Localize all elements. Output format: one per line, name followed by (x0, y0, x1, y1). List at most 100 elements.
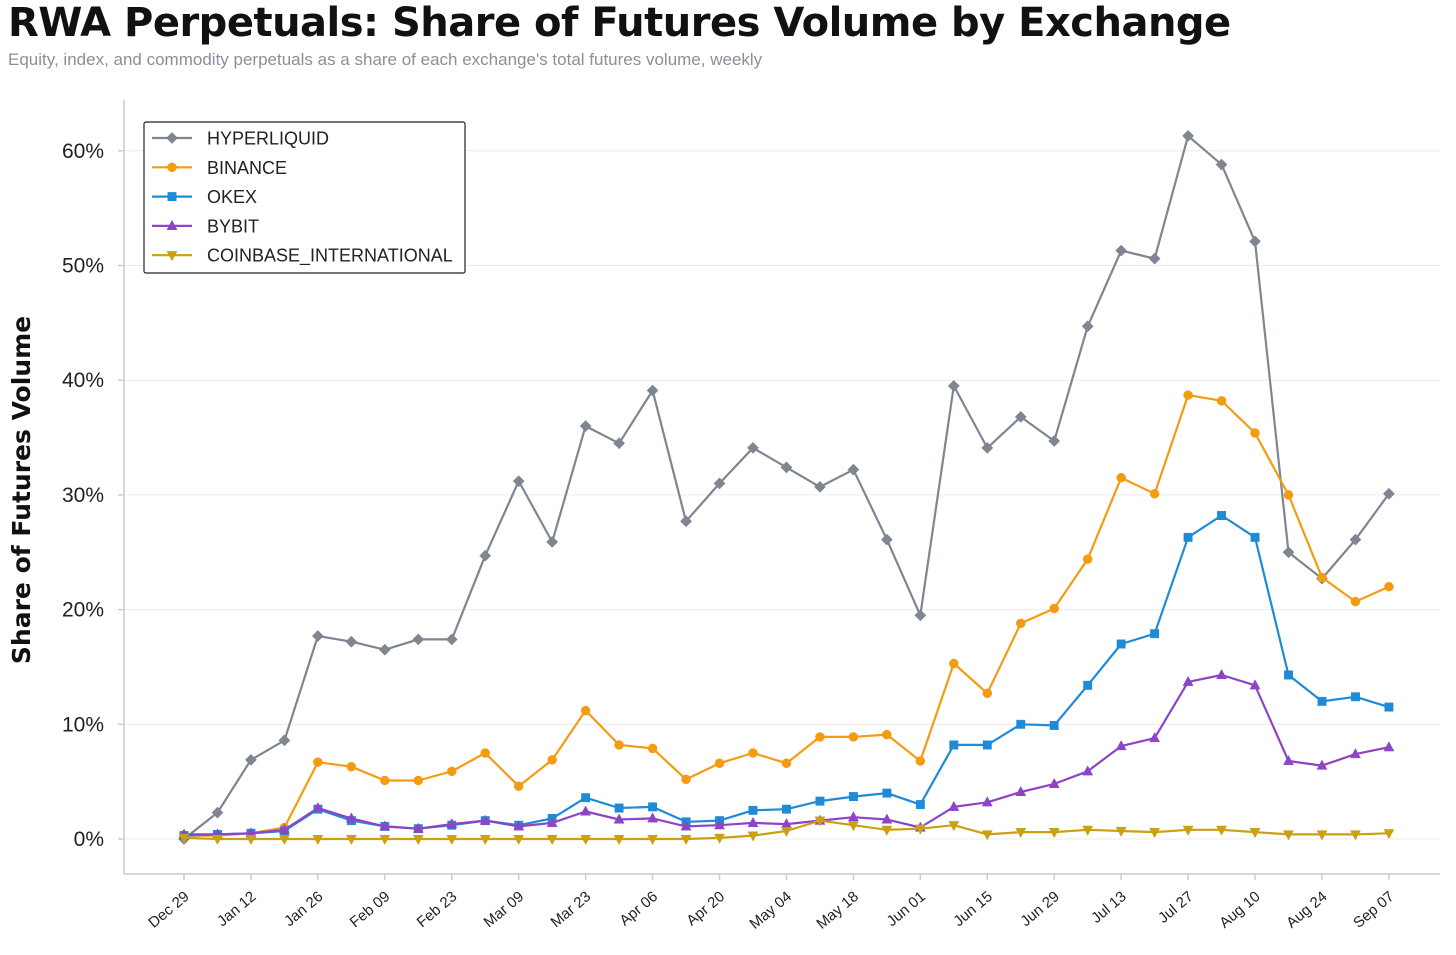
data-point (1083, 680, 1093, 690)
x-tick-label: Mar 09 (481, 888, 528, 931)
data-point (949, 740, 959, 750)
data-point (1317, 572, 1327, 583)
data-point (1015, 828, 1027, 839)
legend-item: BINANCE (152, 158, 287, 178)
data-point (278, 823, 290, 834)
data-point (380, 775, 390, 786)
data-point (914, 609, 927, 622)
data-point (915, 756, 926, 766)
data-point (714, 758, 725, 769)
data-point (1115, 244, 1128, 257)
data-point (747, 441, 759, 454)
data-point (748, 805, 758, 815)
data-point (479, 834, 491, 846)
data-point (513, 781, 524, 791)
data-point (245, 834, 257, 846)
data-point (1049, 603, 1059, 614)
data-point (781, 826, 792, 837)
data-point (446, 818, 458, 829)
data-point (412, 834, 424, 846)
data-point (681, 774, 691, 785)
data-point (1316, 759, 1328, 770)
data-point (1183, 390, 1193, 400)
data-point (345, 812, 357, 823)
data-point (278, 734, 291, 747)
data-point (313, 757, 323, 767)
y-tick-label: 10% (62, 713, 104, 736)
data-point (1182, 675, 1194, 686)
data-point (445, 633, 458, 646)
data-point (814, 816, 826, 827)
data-point (1384, 581, 1394, 592)
data-point (1014, 410, 1027, 423)
data-point (1284, 670, 1293, 680)
y-axis-label: Share of Futures Volume (7, 316, 36, 664)
data-point (447, 766, 457, 777)
data-point (847, 463, 860, 476)
data-point (648, 802, 658, 812)
data-point (244, 753, 257, 766)
data-point (1350, 596, 1361, 607)
data-point (880, 533, 893, 546)
data-point (311, 630, 324, 642)
series-line (183, 514, 1390, 837)
data-point (748, 748, 758, 758)
data-point (1250, 532, 1260, 542)
data-point (646, 384, 659, 397)
legend-item: OKEX (152, 187, 257, 207)
legend-marker (166, 219, 178, 230)
data-point (479, 549, 492, 562)
data-point (1116, 472, 1126, 483)
x-tick-label: Dec 29 (145, 888, 192, 932)
data-point (1149, 828, 1161, 839)
data-point (847, 811, 859, 822)
data-point (881, 825, 893, 836)
data-point (479, 814, 491, 825)
x-tick-label: Feb 09 (347, 888, 394, 931)
legend-item: BYBIT (152, 216, 259, 236)
x-tick-label: Jun 29 (1017, 888, 1062, 930)
data-point (613, 813, 625, 824)
y-tick-label: 30% (62, 484, 104, 507)
y-tick-label: 40% (62, 369, 104, 392)
data-point (546, 834, 558, 846)
legend-item: COINBASE_INTERNATIONAL (152, 246, 453, 267)
data-point (1115, 740, 1127, 751)
data-point (1215, 158, 1228, 171)
data-point (1081, 320, 1094, 333)
data-point (680, 820, 692, 831)
data-point (1182, 129, 1195, 142)
data-point (614, 740, 624, 750)
data-point (379, 834, 391, 846)
data-point (982, 688, 993, 699)
legend-label: HYPERLIQUID (207, 129, 329, 149)
data-point (1382, 487, 1395, 500)
data-point (1283, 754, 1294, 766)
data-point (1082, 825, 1094, 836)
x-tick-label: Jan 12 (214, 888, 259, 930)
legend-label: BINANCE (207, 158, 287, 178)
x-tick-label: May 18 (813, 888, 862, 933)
data-point (848, 732, 859, 742)
data-point (813, 480, 826, 493)
data-point (882, 729, 892, 740)
data-point (480, 748, 490, 758)
data-point (412, 633, 425, 646)
data-point (815, 732, 825, 742)
chart-subtitle: Equity, index, and commodity perpetuals … (8, 50, 763, 69)
data-point (1216, 396, 1227, 406)
series-lines (178, 129, 1395, 846)
data-point (1116, 639, 1126, 649)
y-tick-label: 60% (62, 140, 104, 163)
x-tick-label: Jun 01 (883, 888, 928, 930)
data-point (345, 834, 357, 846)
data-point (1048, 828, 1060, 839)
data-point (581, 793, 591, 803)
x-tick-label: Apr 06 (616, 888, 661, 929)
data-point (1149, 489, 1160, 499)
data-point (1350, 748, 1361, 759)
data-point (714, 833, 725, 844)
data-point (713, 477, 726, 490)
data-point (546, 535, 559, 548)
data-point (1016, 618, 1026, 629)
